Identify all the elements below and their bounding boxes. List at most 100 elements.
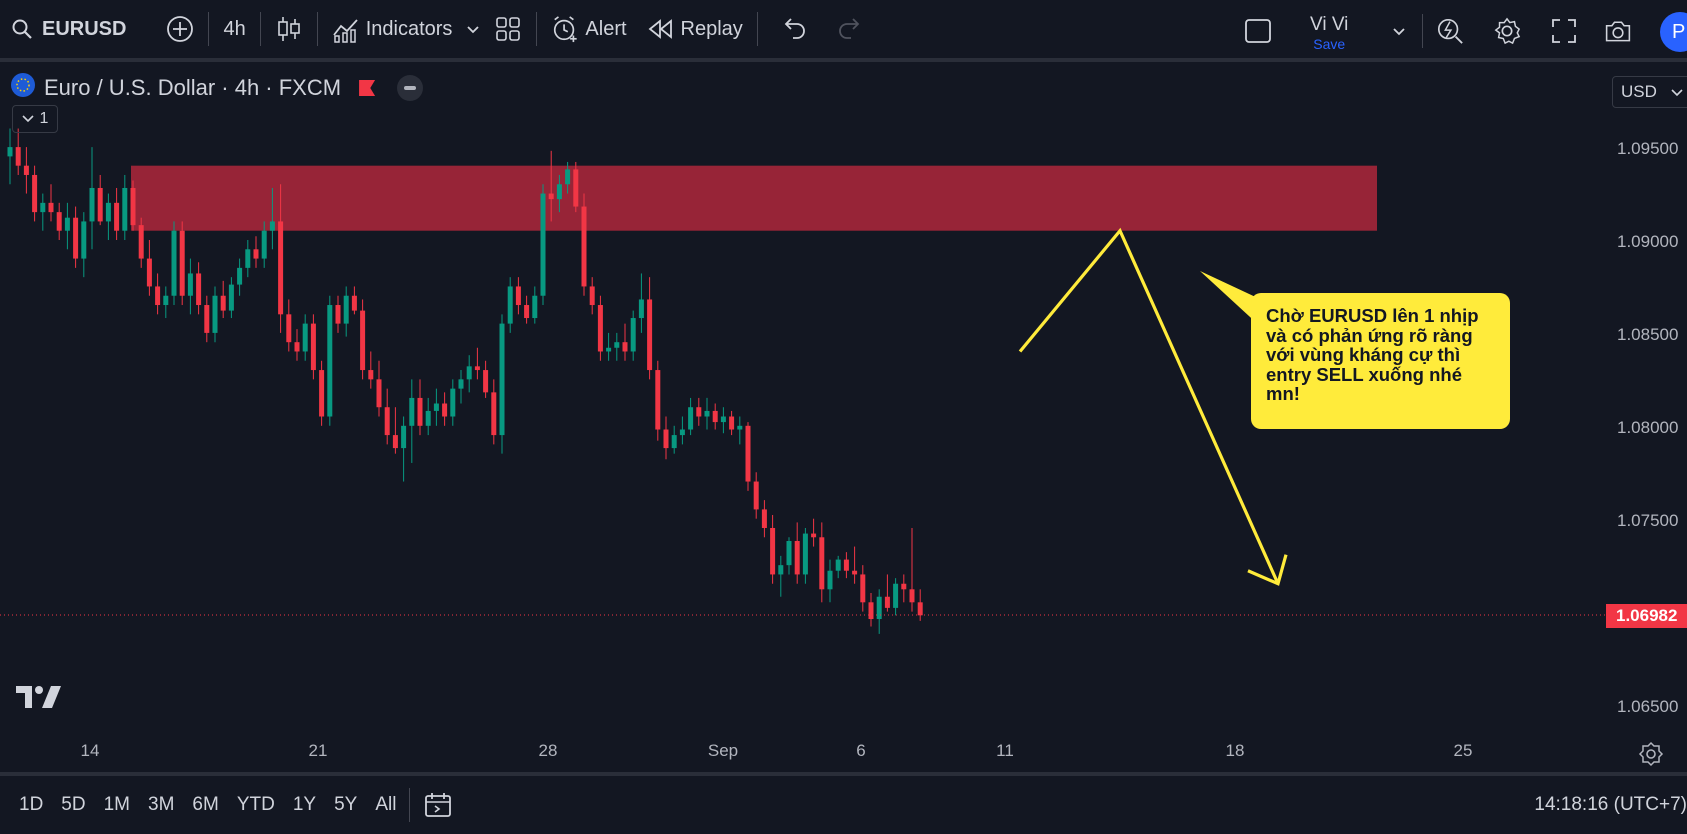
save-layout-button[interactable]: Vi Vi Save — [1310, 15, 1348, 51]
replay-button[interactable]: Replay — [637, 9, 753, 49]
collapse-legend-button[interactable] — [397, 75, 424, 101]
range-all[interactable]: All — [375, 794, 397, 815]
candle — [278, 184, 284, 333]
candle — [360, 299, 366, 380]
candle-body — [327, 305, 333, 417]
indicators-button[interactable]: Indicators — [322, 9, 463, 49]
candle-body — [261, 230, 267, 259]
clock-timezone[interactable]: 14:18:16 (UTC+7) — [1534, 794, 1687, 815]
candle-body — [909, 589, 915, 603]
candle — [81, 212, 87, 278]
note-callout[interactable]: Chờ EURUSD lên 1 nhịp và có phản ứng rõ … — [1251, 293, 1510, 429]
candle — [392, 407, 398, 454]
range-5d[interactable]: 5D — [61, 794, 86, 815]
price-chart[interactable] — [0, 62, 1687, 772]
range-1d[interactable]: 1D — [19, 794, 44, 815]
undo-icon — [780, 15, 808, 43]
range-5y[interactable]: 5Y — [334, 794, 358, 815]
settings-button[interactable] — [1483, 11, 1531, 51]
candle — [696, 397, 702, 426]
camera-icon — [1604, 17, 1632, 45]
currency-selector[interactable]: USD — [1612, 76, 1687, 108]
gear-icon — [1493, 17, 1521, 45]
candle-body — [917, 602, 923, 616]
candle-body — [310, 323, 316, 371]
chevron-down-icon — [1671, 82, 1683, 102]
range-ytd[interactable]: YTD — [236, 794, 275, 815]
euro-flag-icon — [10, 72, 36, 104]
candle — [171, 221, 177, 306]
alert-button[interactable]: Alert — [541, 9, 636, 49]
candle — [368, 351, 374, 389]
candle-body — [130, 187, 136, 226]
layout-button[interactable] — [1234, 11, 1282, 51]
range-1m[interactable]: 1M — [103, 794, 130, 815]
indicators-dropdown[interactable] — [462, 9, 484, 49]
candle-body — [630, 318, 636, 352]
templates-button[interactable] — [484, 9, 532, 49]
undo-button[interactable] — [770, 9, 818, 49]
candle — [852, 546, 858, 584]
candle-body — [450, 388, 456, 417]
price-tick: 1.06500 — [1617, 697, 1679, 716]
range-1y[interactable]: 1Y — [292, 794, 317, 815]
candle — [105, 193, 111, 240]
last-price-label: 1.06982 — [1606, 604, 1687, 628]
snapshot-button[interactable] — [1594, 11, 1642, 51]
candle — [261, 221, 267, 268]
candle — [458, 370, 464, 404]
candle — [196, 262, 202, 315]
candle-body — [638, 299, 644, 319]
redo-button[interactable] — [826, 9, 874, 49]
range-6m[interactable]: 6M — [192, 794, 219, 815]
scale-settings-button[interactable] — [1638, 741, 1664, 772]
candle-body — [876, 596, 882, 620]
candle-body — [368, 370, 374, 380]
candle — [122, 174, 128, 240]
candle — [688, 397, 694, 436]
candle-body — [852, 570, 858, 575]
projection-path[interactable] — [1018, 227, 1280, 585]
range-3m[interactable]: 3M — [148, 794, 175, 815]
candle — [384, 388, 390, 445]
resistance-zone[interactable] — [131, 165, 1377, 231]
candle-body — [868, 602, 874, 620]
time-tick: 14 — [80, 741, 100, 760]
candle — [532, 286, 538, 324]
candle — [761, 500, 767, 538]
candle-body — [442, 403, 448, 417]
candle — [614, 332, 620, 361]
series-legend[interactable]: Euro / U.S. Dollar · 4h · FXCM — [10, 72, 424, 104]
candle — [729, 410, 735, 436]
quick-search-button[interactable] — [1426, 11, 1474, 51]
candle — [269, 187, 275, 250]
candle-body — [712, 410, 718, 423]
interval-button[interactable]: 4h — [213, 9, 255, 49]
candle — [524, 295, 530, 324]
toolbar-divider — [756, 12, 758, 46]
candle-body — [688, 407, 694, 430]
goto-date-button[interactable] — [414, 791, 464, 819]
candle — [483, 360, 489, 398]
candle-body — [32, 174, 38, 213]
chart-type-button[interactable] — [265, 9, 313, 49]
candle — [770, 514, 776, 584]
fullscreen-button[interactable] — [1540, 11, 1588, 51]
candle — [220, 280, 226, 319]
candle-body — [466, 366, 472, 380]
candle-body — [212, 295, 218, 333]
candle — [802, 527, 808, 584]
candle-body — [89, 187, 95, 222]
symbol-search[interactable]: EURUSD — [0, 9, 136, 49]
candle-body — [73, 217, 79, 259]
indicators-toggle[interactable]: 1 — [12, 105, 58, 133]
tradingview-logo[interactable] — [16, 686, 62, 715]
candle-body — [122, 187, 128, 231]
candle-body — [704, 410, 710, 417]
candle-body — [507, 286, 513, 324]
compare-button[interactable] — [156, 9, 204, 49]
candles-icon — [275, 15, 303, 43]
layout-menu-dropdown[interactable] — [1382, 11, 1416, 51]
candle-body — [196, 273, 202, 306]
publish-button[interactable]: P — [1660, 12, 1687, 52]
